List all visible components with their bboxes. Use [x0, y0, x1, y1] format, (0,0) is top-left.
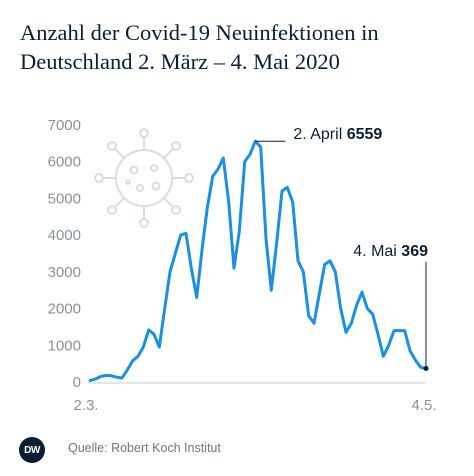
y-tick-label: 0	[73, 374, 81, 391]
y-tick-label: 2000	[48, 301, 81, 318]
y-tick-label: 7000	[48, 117, 81, 134]
dw-logo: DW	[19, 437, 45, 463]
y-tick-label: 1000	[48, 337, 81, 354]
y-tick-label: 6000	[48, 154, 81, 171]
chart-title: Anzahl der Covid-19 Neuinfektionen in De…	[20, 20, 379, 74]
y-tick-label: 5000	[48, 190, 81, 207]
annotation-last: 4. Mai 369	[353, 243, 428, 260]
x-tick-label: 2.3.	[73, 397, 98, 414]
series-line	[88, 139, 428, 382]
y-tick-label: 4000	[48, 227, 81, 244]
annotation-peak: 2. April 6559	[293, 126, 382, 143]
source-note: Quelle: Robert Koch Institut	[68, 441, 221, 455]
annotation-end-point	[423, 365, 429, 371]
y-tick-label: 3000	[48, 264, 81, 281]
x-tick-label: 4.5.	[411, 397, 436, 414]
virus-icon	[94, 128, 194, 228]
